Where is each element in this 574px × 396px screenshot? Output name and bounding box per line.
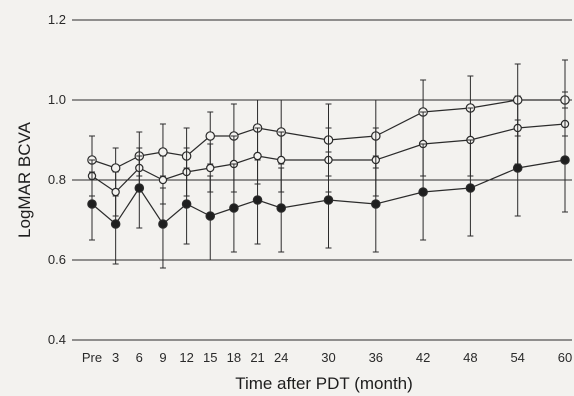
data-point [206, 163, 215, 173]
x-tick-labels: Pre 3 6 9 12 15 18 21 24 30 36 42 48 54 60 [82, 350, 572, 365]
y-tick-label: 0.4 [48, 332, 66, 347]
data-point [229, 203, 239, 213]
data-point [110, 163, 121, 173]
series-group [87, 59, 570, 269]
data-point [277, 155, 286, 165]
data-point [512, 163, 523, 173]
data-point [158, 219, 168, 229]
x-tick-label: 48 [463, 350, 477, 365]
x-tick-label: 18 [227, 350, 241, 365]
data-point [370, 199, 381, 209]
data-point [276, 203, 286, 213]
data-point [110, 219, 121, 229]
x-tick-label: 60 [558, 350, 572, 365]
data-point [181, 199, 192, 209]
series-3 [87, 107, 570, 269]
x-tick-label: 12 [179, 350, 193, 365]
data-point [111, 187, 120, 197]
data-point [87, 199, 97, 209]
x-tick-label: 36 [369, 350, 383, 365]
data-point [205, 131, 216, 141]
data-point [205, 211, 216, 221]
x-tick-label: 30 [321, 350, 335, 365]
data-point [323, 195, 334, 205]
data-point [134, 183, 145, 193]
x-axis-label: Time after PDT (month) [235, 374, 413, 393]
x-tick-label: 9 [159, 350, 166, 365]
x-tick-label: 6 [136, 350, 143, 365]
x-tick-label: 54 [510, 350, 524, 365]
data-point [158, 147, 168, 157]
y-tick-label: 1.2 [48, 12, 66, 27]
x-tick-label: 3 [112, 350, 119, 365]
x-tick-label: 21 [250, 350, 264, 365]
x-tick-label: 15 [203, 350, 217, 365]
x-tick-label: 42 [416, 350, 430, 365]
data-point [465, 183, 476, 193]
y-tick-label: 1.0 [48, 92, 66, 107]
x-tick-label: Pre [82, 350, 102, 365]
data-point [252, 195, 263, 205]
y-tick-label: 0.6 [48, 252, 66, 267]
y-tick-label: 0.8 [48, 172, 66, 187]
y-tick-labels: 0.4 0.6 0.8 1.0 1.2 [48, 12, 66, 347]
data-point [158, 175, 168, 185]
y-axis-label: LogMAR BCVA [15, 121, 34, 238]
x-tick-label: 24 [274, 350, 288, 365]
data-point [560, 155, 570, 165]
data-point [253, 151, 262, 161]
gridlines [72, 19, 572, 341]
data-point [418, 187, 428, 197]
